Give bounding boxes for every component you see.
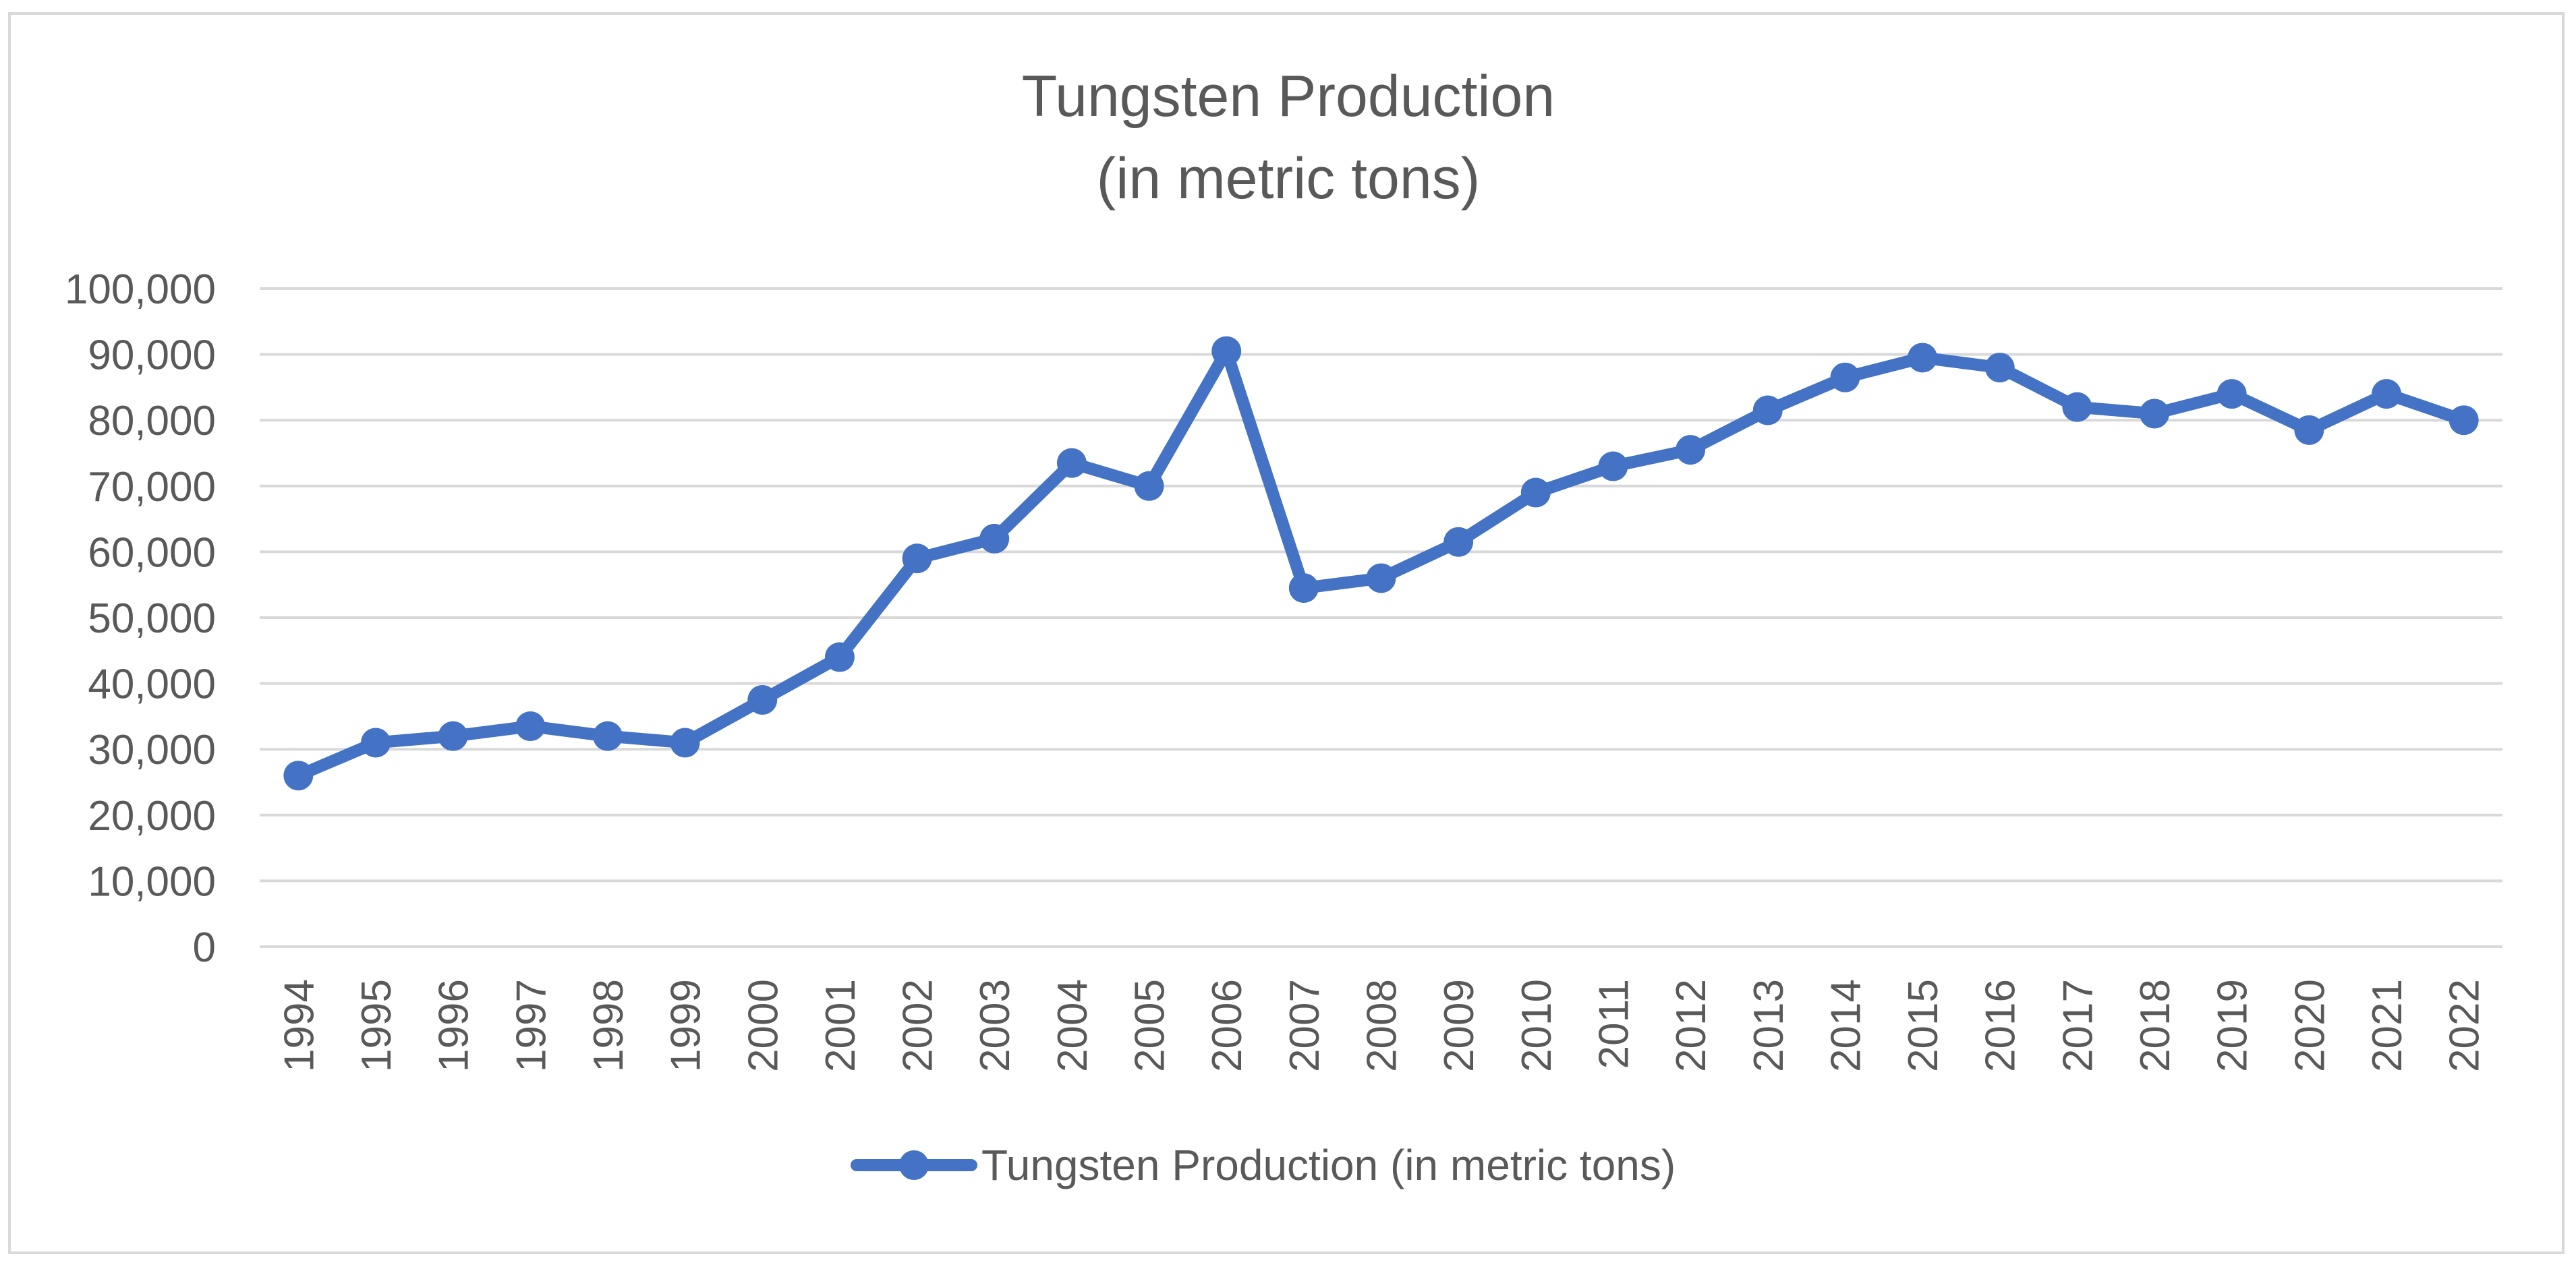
data-point[interactable] (747, 685, 778, 715)
x-tick-label: 2016 (1978, 979, 2024, 1072)
x-tick-label: 2014 (1823, 979, 1869, 1072)
x-tick-label: 2013 (1746, 979, 1792, 1072)
data-point[interactable] (902, 543, 932, 574)
x-tick-label: 1999 (663, 979, 710, 1072)
x-tick-label: 2003 (972, 979, 1019, 1072)
x-tick-label: 2008 (1359, 979, 1406, 1072)
x-tick-label: 1995 (353, 979, 400, 1072)
x-tick-label: 2020 (2287, 979, 2333, 1072)
x-tick-label: 2010 (1514, 979, 1560, 1072)
legend-label: Tungsten Production (in metric tons) (981, 1141, 1676, 1189)
data-point[interactable] (438, 721, 468, 751)
y-axis-tick-labels: 0 10,000 20,000 30,000 40,000 50,000 60,000 70,… (65, 266, 216, 971)
x-axis-tick-labels: 1994 1995 1996 1997 1998 1999 2000 2001 2002 2003… (276, 979, 2488, 1072)
x-tick-label: 1997 (508, 979, 554, 1072)
y-tick-label: 10,000 (88, 858, 216, 905)
x-tick-label: 2011 (1591, 979, 1637, 1069)
x-tick-label: 1998 (585, 979, 632, 1072)
x-tick-label: 1994 (276, 979, 322, 1072)
y-tick-label: 100,000 (65, 266, 216, 313)
data-point[interactable] (1984, 353, 2015, 383)
data-point[interactable] (2294, 415, 2324, 445)
y-tick-label: 60,000 (88, 529, 216, 576)
x-tick-label: 2017 (2055, 979, 2101, 1072)
data-point[interactable] (1366, 563, 1396, 593)
data-point[interactable] (515, 711, 546, 742)
x-tick-label: 2022 (2442, 979, 2488, 1072)
chart-title-line2: (in metric tons) (1097, 146, 1481, 211)
x-tick-label: 2018 (2132, 979, 2179, 1072)
data-point[interactable] (1134, 471, 1164, 501)
data-point[interactable] (979, 523, 1010, 554)
y-tick-label: 70,000 (88, 464, 216, 510)
x-tick-label: 2012 (1668, 979, 1715, 1072)
data-point[interactable] (2140, 399, 2170, 429)
data-point[interactable] (2372, 379, 2402, 409)
legend[interactable]: Tungsten Production (in metric tons) (851, 1141, 1676, 1189)
y-tick-label: 0 (193, 924, 216, 971)
y-tick-label: 90,000 (88, 332, 216, 379)
chart-border (8, 12, 2565, 1254)
data-point[interactable] (1056, 448, 1087, 478)
data-point[interactable] (824, 642, 855, 672)
y-tick-label: 50,000 (88, 595, 216, 642)
data-point[interactable] (1288, 573, 1319, 603)
x-tick-label: 2021 (2364, 979, 2411, 1072)
gridlines (260, 287, 2502, 948)
data-point[interactable] (1211, 336, 1242, 366)
data-point[interactable] (592, 721, 623, 751)
y-tick-label: 20,000 (88, 793, 216, 839)
data-point[interactable] (1830, 362, 1860, 392)
data-point[interactable] (2216, 379, 2247, 409)
data-point[interactable] (2062, 392, 2092, 422)
x-tick-label: 2015 (1900, 979, 1947, 1072)
data-point[interactable] (670, 728, 700, 758)
x-tick-label: 2006 (1204, 979, 1251, 1072)
data-point[interactable] (1752, 395, 1783, 425)
x-tick-label: 2004 (1050, 979, 1096, 1072)
data-point[interactable] (1676, 435, 1706, 465)
legend-marker-swatch (899, 1150, 929, 1180)
data-point[interactable] (1598, 451, 1628, 481)
x-tick-label: 2002 (895, 979, 942, 1072)
x-tick-label: 2001 (818, 979, 864, 1072)
x-tick-label: 2019 (2210, 979, 2256, 1072)
data-point[interactable] (1520, 477, 1551, 508)
chart-title-line1: Tungsten Production (1022, 64, 1555, 129)
y-tick-label: 80,000 (88, 398, 216, 444)
x-tick-label: 2000 (740, 979, 786, 1072)
data-point[interactable] (283, 761, 314, 791)
y-tick-label: 40,000 (88, 661, 216, 708)
x-tick-label: 2005 (1127, 979, 1174, 1072)
data-point[interactable] (1908, 343, 1938, 373)
data-point[interactable] (360, 728, 391, 758)
x-tick-label: 2009 (1436, 979, 1483, 1072)
x-tick-label: 2007 (1282, 979, 1328, 1072)
x-tick-label: 1996 (431, 979, 478, 1072)
series-layer (283, 336, 2479, 791)
y-tick-label: 30,000 (88, 727, 216, 773)
data-point[interactable] (1443, 527, 1474, 557)
data-point[interactable] (2449, 405, 2479, 436)
